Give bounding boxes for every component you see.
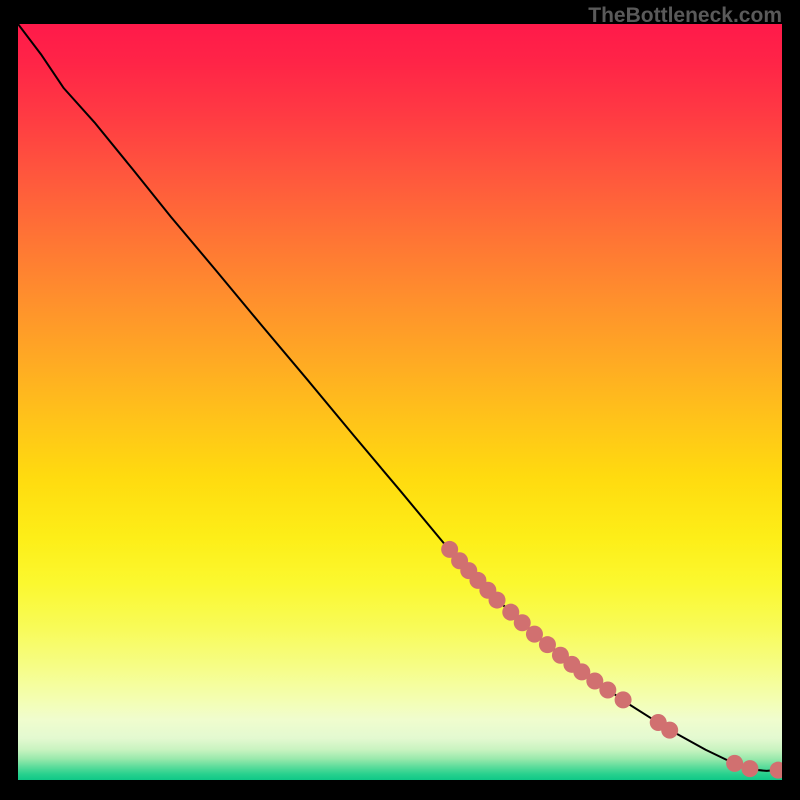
chart-marker: [489, 592, 506, 609]
chart-plot-area: [18, 24, 782, 780]
chart-marker: [741, 760, 758, 777]
chart-gradient-background: [18, 24, 782, 780]
chart-svg: [18, 24, 782, 780]
chart-marker: [599, 682, 616, 699]
chart-marker: [661, 722, 678, 739]
chart-marker: [615, 691, 632, 708]
watermark-text: TheBottleneck.com: [588, 4, 782, 28]
chart-marker: [726, 755, 743, 772]
